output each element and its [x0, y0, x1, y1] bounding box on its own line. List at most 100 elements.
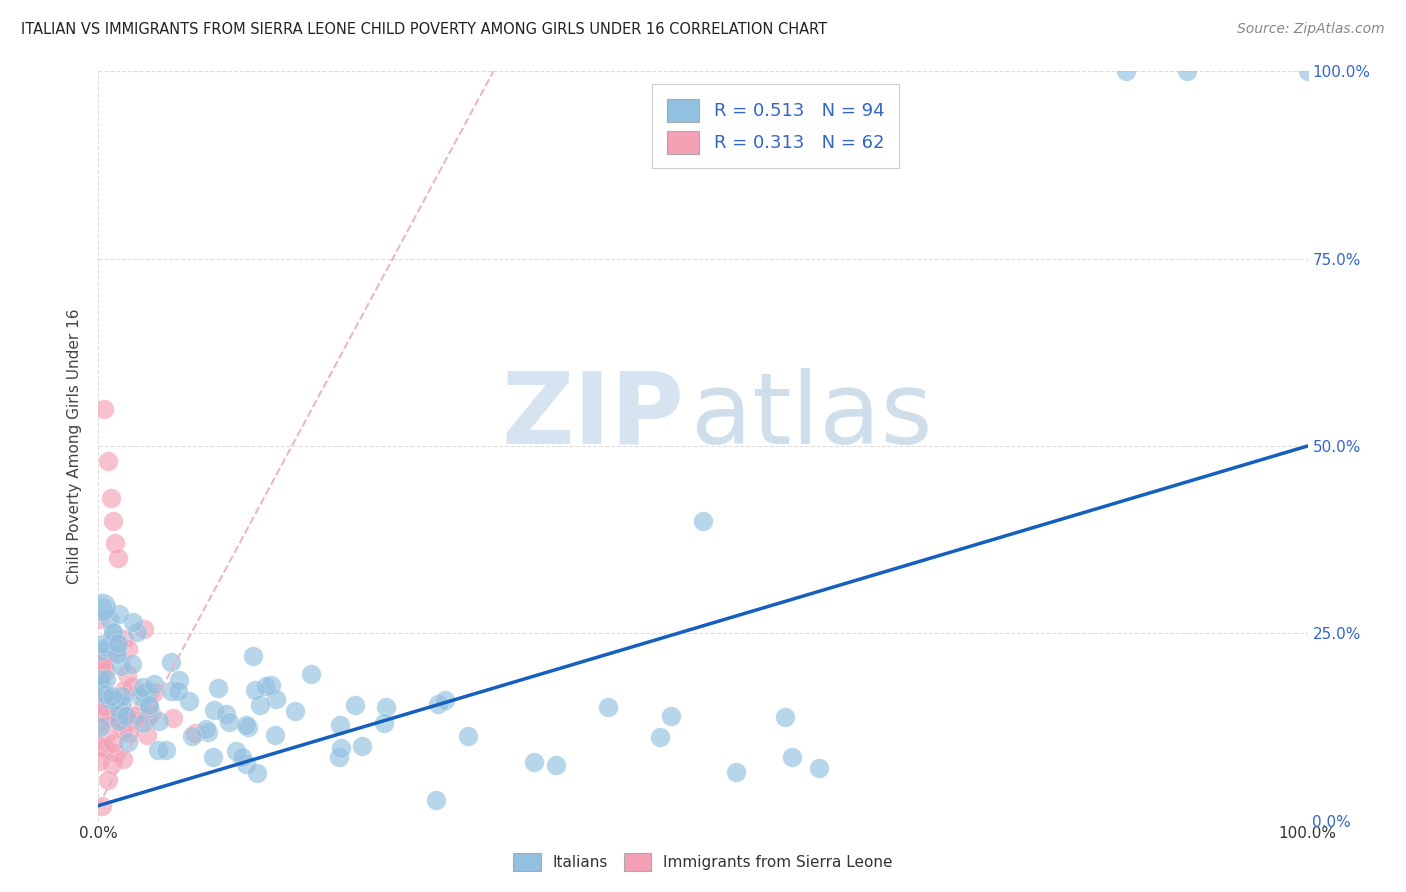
Point	[225, 744, 247, 758]
Point	[91, 648, 114, 663]
Point	[218, 714, 240, 729]
Point	[692, 514, 714, 528]
Legend: Italians, Immigrants from Sierra Leone: Italians, Immigrants from Sierra Leone	[508, 847, 898, 877]
Point	[254, 679, 277, 693]
Point	[105, 640, 128, 655]
Point	[263, 728, 285, 742]
Point	[131, 702, 153, 716]
Point	[121, 615, 143, 629]
Point	[110, 711, 132, 725]
Point	[148, 714, 170, 728]
Point	[330, 741, 353, 756]
Point	[105, 704, 128, 718]
Point	[93, 692, 115, 706]
Point	[328, 749, 350, 764]
Point	[108, 702, 131, 716]
Point	[97, 691, 120, 706]
Point	[124, 709, 146, 723]
Point	[89, 705, 111, 719]
Point	[215, 706, 238, 721]
Point	[93, 699, 115, 714]
Point	[245, 682, 267, 697]
Text: ITALIAN VS IMMIGRANTS FROM SIERRA LEONE CHILD POVERTY AMONG GIRLS UNDER 16 CORRE: ITALIAN VS IMMIGRANTS FROM SIERRA LEONE …	[21, 22, 827, 37]
Point	[104, 693, 127, 707]
Point	[352, 739, 374, 753]
Point	[90, 644, 112, 658]
Point	[235, 717, 257, 731]
Point	[169, 673, 191, 688]
Point	[146, 743, 169, 757]
Point	[90, 678, 112, 692]
Point	[259, 678, 281, 692]
Point	[155, 742, 177, 756]
Point	[118, 726, 141, 740]
Point	[112, 723, 135, 737]
Point	[132, 680, 155, 694]
Point	[136, 687, 159, 701]
Point	[93, 660, 115, 674]
Point	[264, 692, 287, 706]
Point	[93, 651, 115, 665]
Point	[91, 600, 114, 615]
Point	[375, 699, 398, 714]
Point	[648, 730, 671, 744]
Point	[115, 707, 138, 722]
Point	[105, 636, 128, 650]
Point	[162, 711, 184, 725]
Point	[89, 706, 111, 720]
Point	[425, 793, 447, 807]
Point	[329, 717, 352, 731]
Point	[115, 709, 138, 723]
Point	[143, 685, 166, 699]
Point	[184, 726, 207, 740]
Point	[89, 739, 111, 754]
Point	[101, 756, 124, 771]
Point	[433, 692, 456, 706]
Point	[138, 701, 160, 715]
Point	[236, 720, 259, 734]
Point	[89, 673, 111, 687]
Point	[91, 698, 114, 713]
Point	[808, 761, 831, 775]
Point	[160, 684, 183, 698]
Point	[101, 514, 124, 528]
Point	[101, 626, 124, 640]
Point	[104, 694, 127, 708]
Point	[101, 624, 124, 639]
Point	[89, 754, 111, 768]
Point	[110, 711, 132, 725]
Point	[101, 710, 124, 724]
Point	[160, 655, 183, 669]
Point	[108, 698, 131, 712]
Point	[89, 612, 111, 626]
Text: atlas: atlas	[690, 368, 932, 465]
Point	[107, 636, 129, 650]
Point	[91, 637, 114, 651]
Point	[103, 632, 125, 647]
Point	[112, 632, 135, 646]
Point	[94, 672, 117, 686]
Point	[132, 622, 155, 636]
Point	[284, 704, 307, 718]
Point	[107, 551, 129, 566]
Point	[181, 729, 204, 743]
Point	[235, 757, 257, 772]
Y-axis label: Child Poverty Among Girls Under 16: Child Poverty Among Girls Under 16	[67, 309, 83, 583]
Point	[108, 607, 131, 622]
Point	[299, 666, 322, 681]
Point	[97, 773, 120, 788]
Point	[104, 536, 127, 550]
Point	[142, 677, 165, 691]
Point	[546, 757, 568, 772]
Point	[523, 755, 546, 769]
Text: ZIP: ZIP	[502, 368, 685, 465]
Point	[111, 696, 134, 710]
Point	[207, 681, 229, 695]
Point	[242, 648, 264, 663]
Point	[93, 401, 115, 416]
Point	[89, 672, 111, 686]
Point	[373, 715, 395, 730]
Point	[94, 740, 117, 755]
Point	[104, 746, 127, 760]
Point	[111, 752, 134, 766]
